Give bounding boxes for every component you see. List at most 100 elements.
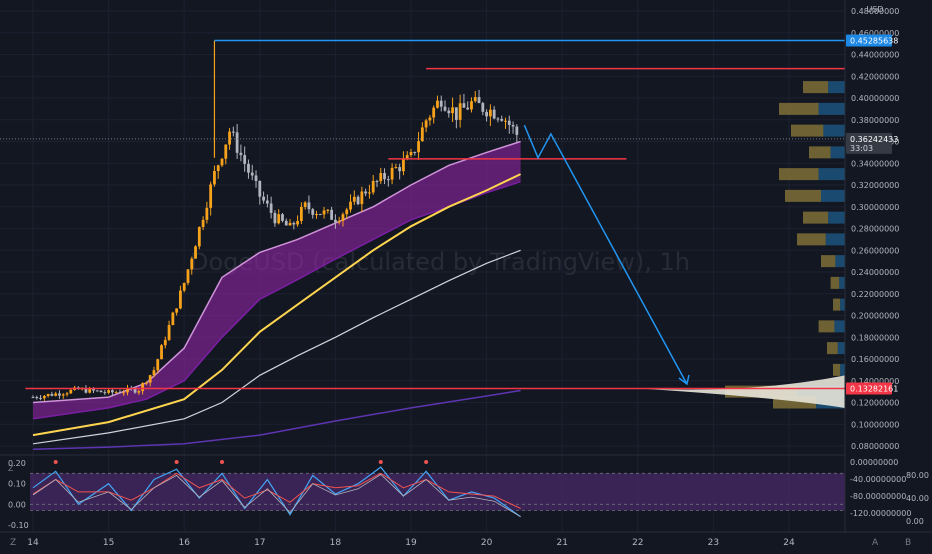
price-tick-label: 0.46000000 [851,29,899,38]
candle-down [318,214,322,216]
time-tick-label: 23 [708,538,719,548]
time-tick-label: 18 [330,538,342,548]
candle-up [473,97,477,102]
volume-profile-bar-up [779,168,819,181]
oscillator-signal-dot [174,460,179,464]
candle-down [466,107,470,110]
last-price-tag-countdown: 33:03 [850,144,873,153]
time-tick-label: 21 [556,538,567,548]
candle-down [133,388,137,393]
candle-up [390,167,394,180]
candle-down [262,196,265,201]
goto-date-icon-left[interactable]: Z [10,538,16,548]
candle-down [39,397,42,399]
candle-down [292,222,296,225]
candle-up [42,395,46,399]
volume-profile-bar-down [830,146,845,159]
high-price-tag: 0.45285638 [850,37,898,46]
candle-up [349,201,352,210]
moving-averages [32,173,522,451]
volume-profile-bar-up [809,146,831,159]
ma-purple-line [32,389,521,451]
candle-down [485,111,488,117]
log-scale-button[interactable]: B [905,538,911,548]
high-price-tag-bg [846,34,892,47]
candle-up [122,392,126,394]
candle-up [504,120,507,122]
candle-down [92,388,95,391]
candle-up [326,209,330,211]
candle-up [160,345,163,360]
projection-path[interactable] [523,124,690,386]
candle-up [417,141,420,153]
candle-up [409,151,413,156]
time-tick-label: 16 [178,538,190,548]
price-tick-label: 0.48000000 [851,7,899,16]
price-tick-label: 0.32000000 [851,181,899,190]
volume-profile-bar-down [823,124,845,137]
candle-up [216,165,220,172]
ema-ribbon-fill [33,141,521,419]
oscillator-left-tick: 0.00 [8,500,26,509]
candle-up [137,391,141,393]
candle-up [345,209,349,215]
candle-down [330,209,334,220]
candle-down [492,109,496,119]
candle-up [458,103,462,120]
candle-down [284,220,288,226]
candle-up [46,394,50,396]
candle-up [61,394,65,396]
volume-profile-bar-up [830,276,840,289]
goto-date-icon-osc[interactable]: Z [8,464,14,473]
candle-up [315,214,318,216]
candle-down [273,212,277,224]
candle-up [205,207,209,220]
price-tick-label: 0.22000000 [851,290,899,299]
oscillator-signal-dot [220,460,224,464]
candle-down [103,392,107,394]
oscillator-signal-dot [53,460,58,464]
price-tick-label: 0.34000000 [851,159,899,168]
candle-up [299,206,303,221]
candle-down [511,124,515,127]
time-tick-label: 20 [481,538,493,548]
candle-up [65,393,69,395]
oscillator-mid-tick: 0.00000000 [850,458,898,467]
oscillator-signal-dot [378,460,383,464]
oscillator-overbought-band [30,473,845,511]
candle-up [402,159,405,172]
candle-up [288,222,292,226]
candle-down [269,203,273,213]
candle-up [114,392,118,394]
candle-down [439,100,443,107]
price-levels[interactable] [0,39,845,390]
candle-down [386,179,390,181]
time-axis[interactable]: 14 15 16 17 18 19 20 21 22 23 24 [27,538,795,548]
volume-profile-bar-down [818,102,845,115]
volume-profile-bar-down [821,189,845,202]
candle-down [477,97,481,104]
ema-yellow-line [32,173,522,437]
price-tick-label: 0.26000000 [851,246,899,255]
candle-down [462,103,466,108]
last-price-tag: 0.36242433 [850,135,898,144]
candle-down [496,118,500,120]
volume-profile-bar-up [818,320,835,333]
candle-up [213,171,216,185]
volume-profile [637,81,845,409]
volume-profile-bar-down [825,233,845,246]
price-axis[interactable]: 0.48000000 0.46000000 0.44000000 0.42000000… [851,7,899,451]
candle-down [383,173,386,180]
candle-up [428,117,432,121]
candle-up [341,214,345,221]
candle-up [371,180,375,193]
oscillator-signal-line [32,473,521,518]
candle-down [250,172,254,176]
oscillator-lines [32,460,521,518]
volume-profile-bar-up [797,233,826,246]
auto-scale-button[interactable]: A [872,538,879,548]
price-tick-label: 0.12000000 [851,399,899,408]
projection-line[interactable] [523,124,688,385]
candle-up [141,383,145,392]
